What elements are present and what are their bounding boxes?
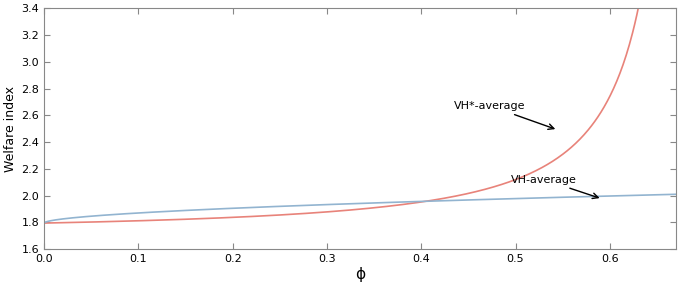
Text: VH-average: VH-average bbox=[511, 174, 598, 198]
X-axis label: ϕ: ϕ bbox=[355, 267, 365, 282]
Y-axis label: Welfare index: Welfare index bbox=[4, 86, 17, 172]
Text: VH*-average: VH*-average bbox=[454, 101, 554, 129]
